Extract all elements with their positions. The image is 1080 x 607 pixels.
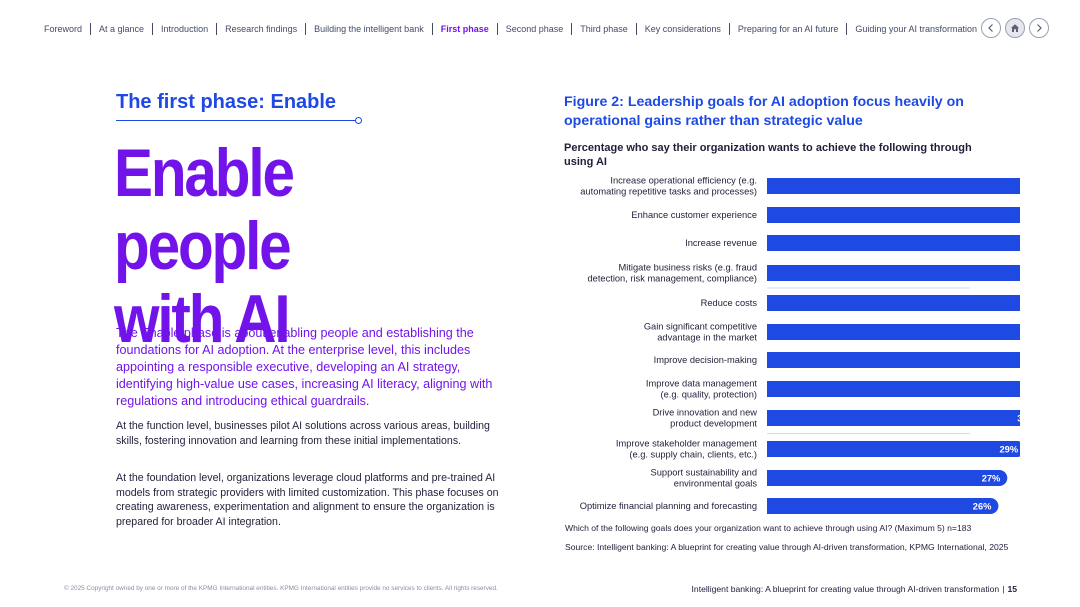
bar-chart-svg: Increase operational efficiency (e.g. aut… (580, 176, 1020, 514)
function-level-paragraph: At the function level, businesses pilot … (116, 420, 490, 447)
phase-title: The first phase: Enable (116, 91, 337, 113)
intro-paragraph: The Enable phase is about enabling peopl… (116, 326, 493, 408)
headline: Enable people with AI (114, 137, 475, 356)
chart-source: Source: Intelligent banking: A blueprint… (565, 542, 1009, 552)
bar-value-label: 26% (973, 502, 992, 512)
home-icon (1011, 24, 1019, 32)
footer-doc-title: Intelligent banking: A blueprint for cre… (691, 584, 1000, 594)
previous-page-button[interactable] (981, 18, 1001, 38)
bar (767, 265, 1020, 281)
bar (767, 470, 1008, 486)
category-label: Increase operational efficiency (e.g. aut… (580, 176, 757, 197)
nav-item-introduction[interactable]: Introduction (153, 23, 218, 35)
nav-item-first-phase[interactable]: First phase (433, 23, 498, 35)
bar-value-label: 27% (982, 474, 1001, 484)
chevron-left-icon (988, 24, 993, 32)
nav-item-guiding-your-ai-transformation[interactable]: Guiding your AI transformation (855, 24, 977, 34)
bar (767, 207, 1020, 223)
headline-line-2: with AI (114, 281, 291, 357)
category-label: Improve decision-making (654, 355, 757, 365)
home-button[interactable] (1005, 18, 1025, 38)
nav-item-foreword[interactable]: Foreword (40, 23, 92, 35)
nav-item-second-phase[interactable]: Second phase (498, 23, 573, 35)
category-label: Improve stakeholder management (e.g. supp… (616, 439, 757, 460)
copyright-notice: © 2025 Copyright owned by one or more of… (64, 585, 498, 592)
category-label: Reduce costs (701, 298, 758, 308)
bar-chart: Increase operational efficiency (e.g. aut… (560, 170, 1020, 520)
bar (767, 324, 1020, 340)
next-page-button[interactable] (1029, 18, 1049, 38)
headline-line-1: Enable people (114, 135, 295, 284)
nav-item-research-findings[interactable]: Research findings (217, 23, 307, 35)
phase-title-underline (116, 120, 356, 121)
bar-value-label: 31% (1017, 414, 1020, 424)
footer-doc-info: Intelligent banking: A blueprint for cre… (692, 584, 1017, 594)
category-label: Mitigate business risks (e.g. fraud detec… (588, 263, 758, 284)
chevron-right-icon (1037, 24, 1042, 32)
category-label: Drive innovation and new product developm… (653, 408, 758, 429)
bar (767, 235, 1020, 251)
category-label: Enhance customer experience (631, 210, 757, 220)
category-label: Improve data management (e.g. quality, pr… (646, 379, 758, 400)
underline-end-dot (355, 117, 362, 124)
category-label: Support sustainability and environmental … (651, 468, 758, 489)
bar (767, 498, 999, 514)
top-navigation: Foreword At a glance Introduction Research … (40, 20, 985, 38)
category-label: Gain significant competitive advantage in… (644, 322, 758, 343)
category-label: Increase revenue (685, 238, 757, 248)
page-number: 15 (1007, 584, 1017, 594)
nav-item-third-phase[interactable]: Third phase (572, 23, 637, 35)
nav-item-key-considerations[interactable]: Key considerations (637, 23, 730, 35)
survey-question-note: Which of the following goals does your o… (565, 523, 972, 533)
nav-buttons (981, 18, 1049, 38)
footer-separator: | (1002, 584, 1005, 594)
bar (767, 410, 1020, 426)
foundation-level-paragraph: At the foundation level, organizations l… (116, 472, 499, 528)
bar (767, 352, 1020, 368)
category-label: Optimize financial planning and forecast… (580, 501, 757, 511)
bar (767, 178, 1020, 194)
nav-item-at-a-glance[interactable]: At a glance (91, 23, 154, 35)
nav-item-building-the-intelligent-bank[interactable]: Building the intelligent bank (306, 23, 433, 35)
bar-value-label: 29% (999, 445, 1018, 455)
bar (767, 295, 1020, 311)
nav-item-preparing-for-an-ai-future[interactable]: Preparing for an AI future (730, 23, 848, 35)
bar (767, 441, 1020, 457)
bar (767, 381, 1020, 397)
figure-subtitle: Percentage who say their organization wa… (564, 142, 972, 168)
figure-title: Figure 2: Leadership goals for AI adopti… (564, 94, 964, 129)
